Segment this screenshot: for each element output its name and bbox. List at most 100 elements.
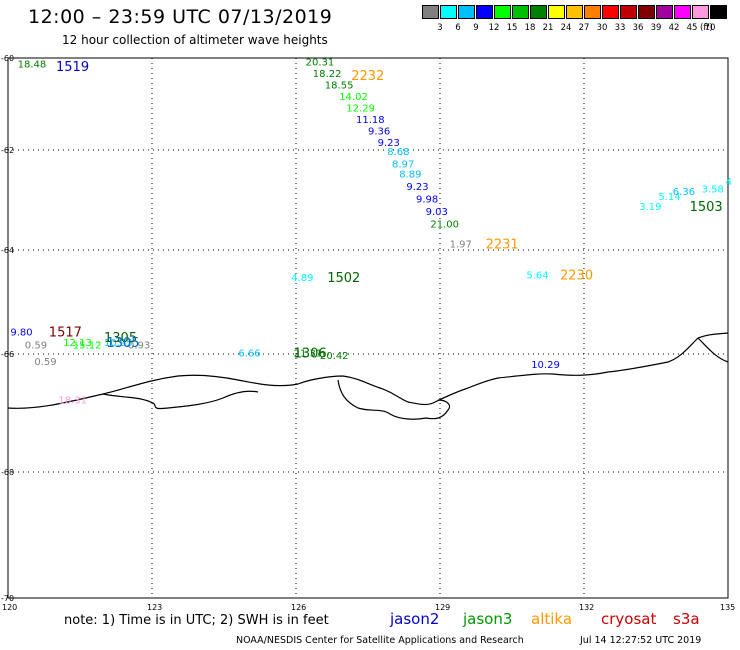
legend-cryosat: cryosat — [601, 610, 657, 628]
scale-label: 24 — [560, 23, 572, 33]
pass-time-label: 1519 — [56, 60, 89, 75]
map-frame — [7, 57, 729, 599]
lon-tick-label: 126 — [291, 603, 306, 612]
scale-label: 18 — [524, 23, 536, 33]
scale-label: 45 — [686, 23, 698, 33]
scale-swatch — [476, 5, 493, 19]
scale-label: 21 — [542, 23, 554, 33]
wave-height-label: 20.31 — [306, 57, 335, 68]
scale-label: 70 — [704, 23, 716, 33]
lat-tick-label: -68 — [1, 468, 14, 477]
pass-time-label: 1306 — [294, 346, 327, 361]
wave-height-label: 9.23 — [406, 182, 428, 193]
wave-height-label: 9.36 — [368, 126, 390, 137]
pass-time-label: 1305 — [106, 336, 139, 351]
wave-height-label: 12.29 — [346, 103, 375, 114]
wave-height-label: 21.31 — [294, 348, 323, 359]
wave-height-label: 18.55 — [325, 80, 354, 91]
lon-tick-label: 120 — [2, 603, 17, 612]
wave-height-label: 20.42 — [320, 351, 349, 362]
antarctic-coastline — [7, 332, 729, 409]
scale-swatch — [440, 5, 457, 19]
scale-swatch — [458, 5, 475, 19]
scale-label: 15 — [506, 23, 518, 33]
scale-swatch — [422, 5, 439, 19]
lon-tick-label: 132 — [579, 603, 594, 612]
timestamp: Jul 14 12:27:52 UTC 2019 — [580, 635, 702, 646]
wave-height-label: 4 — [726, 177, 732, 188]
scale-label: 3 — [437, 23, 443, 33]
scale-label: 27 — [578, 23, 590, 33]
wave-height-label: 21.00 — [430, 220, 459, 231]
scale-swatch — [548, 5, 565, 19]
wave-height-label: 11.18 — [356, 115, 385, 126]
wave-height-label: 9.98 — [416, 195, 438, 206]
lat-tick-label: -62 — [1, 146, 14, 155]
wave-height-label: 14.02 — [339, 92, 368, 103]
note-text: note: 1) Time is in UTC; 2) SWH is in fe… — [64, 613, 329, 628]
lat-tick-label: -70 — [1, 594, 14, 603]
scale-swatch — [530, 5, 547, 19]
scale-swatch — [638, 5, 655, 19]
pass-time-label: 1305 — [104, 331, 137, 346]
page-title: 12:00 – 23:59 UTC 07/13/2019 — [28, 6, 333, 28]
wave-height-label: 18.48 — [18, 60, 47, 71]
wave-height-label: 18.22 — [313, 69, 342, 80]
scale-label: 12 — [488, 23, 500, 33]
wave-height-label: 9.23 — [378, 138, 400, 149]
wave-height-label: 8.97 — [392, 160, 414, 171]
lon-tick-label: 123 — [147, 603, 162, 612]
wave-height-label: 8.89 — [399, 170, 421, 181]
wave-height-label: 5.14 — [658, 192, 680, 203]
scale-swatch — [710, 5, 727, 19]
scale-label: 42 — [668, 23, 680, 33]
wave-height-label: 15.12 — [73, 341, 102, 352]
wave-height-label: 9.03 — [426, 207, 448, 218]
pass-time-label: 2231 — [486, 238, 519, 253]
pass-time-label: 1517 — [49, 326, 82, 341]
scale-swatch — [692, 5, 709, 19]
scale-swatch — [494, 5, 511, 19]
scale-swatch — [566, 5, 583, 19]
scale-label: 39 — [650, 23, 662, 33]
lon-tick-label: 135 — [720, 603, 735, 612]
page-subtitle: 12 hour collection of altimeter wave hei… — [62, 33, 328, 47]
legend-jason2: jason2 — [390, 610, 440, 628]
scale-swatch — [584, 5, 601, 19]
scale-unit: (ft) — [700, 23, 713, 33]
pass-time-label: 2232 — [351, 69, 384, 84]
wave-height-label: 12.13 — [63, 338, 92, 349]
legend-jason3: jason3 — [463, 610, 513, 628]
wave-height-label: 4.89 — [291, 273, 313, 284]
wave-height-label: 0.93 — [128, 341, 150, 352]
lat-tick-label: -64 — [1, 246, 14, 255]
wave-height-label: 0.59 — [25, 341, 47, 352]
graticule: 120 123 126 129 132 135 -60 -62 -64 -66 -68 -70 — [1, 54, 735, 612]
wave-height-label: 10.95 — [104, 338, 133, 349]
wave-height-labels: 18.48 20.3118.2218.5514.0212.2911.189.369… — [10, 57, 732, 406]
scale-swatch — [602, 5, 619, 19]
credit-text: NOAA/NESDIS Center for Satellite Applica… — [236, 635, 524, 646]
scale-swatch — [674, 5, 691, 19]
wave-height-label: 3.58 — [702, 185, 724, 196]
scale-swatch — [620, 5, 637, 19]
wave-height-label: 9.80 — [10, 328, 32, 339]
lon-tick-label: 129 — [435, 603, 450, 612]
lat-tick-label: -66 — [1, 350, 14, 359]
wave-height-label: 10.29 — [531, 360, 560, 371]
wave-height-map: 120 123 126 129 132 135 -60 -62 -64 -66 -68 -70 18.… — [1, 54, 735, 612]
wave-height-label: 5.64 — [526, 270, 548, 281]
pass-time-label: 1503 — [690, 200, 723, 215]
scale-label: 9 — [473, 23, 479, 33]
legend-altika: altika — [531, 610, 573, 628]
lat-tick-label: -60 — [1, 54, 14, 63]
scale-label: 6 — [455, 23, 461, 33]
antarctic-coastline-inlet — [102, 337, 729, 420]
pass-time-label: 2230 — [560, 268, 593, 283]
wave-height-label: 6.36 — [673, 187, 695, 198]
wave-height-label: 1.97 — [450, 240, 472, 251]
scale-label: 30 — [596, 23, 608, 33]
scale-label: 36 — [632, 23, 644, 33]
scale-swatch — [512, 5, 529, 19]
